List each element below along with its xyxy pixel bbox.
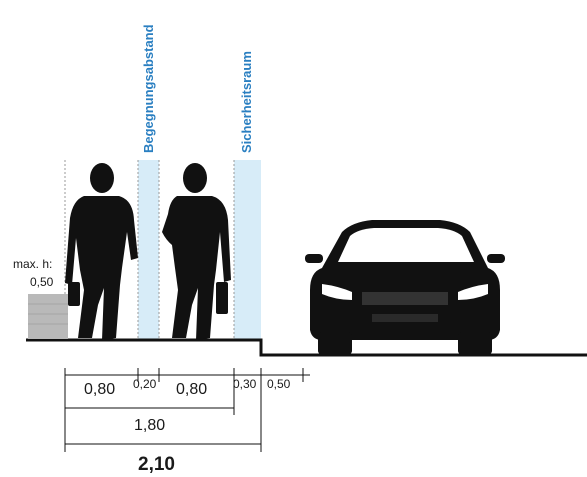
dimension-label-1: 0,80 [84,381,115,398]
obstacle-label: max. h: [13,257,52,271]
safety-zone-label: Sicherheitsraum [239,51,254,153]
dimension-label-3: 0,80 [176,381,207,398]
total-label: 2,10 [138,454,175,475]
encounter-zone [138,160,159,340]
pedestrian-figure-2 [162,163,231,340]
obstacle-texture [28,303,68,325]
dimension-label-4: 0,30 [233,377,257,391]
encounter-zone-label: Begegnungsabstand [141,24,156,153]
safety-zone [234,160,261,340]
pedestrian-figure-1 [65,163,138,340]
ground-profile [26,338,587,357]
car-front-view [305,220,505,354]
dimension-lines [64,368,310,452]
dimension-label-2: 0,20 [133,377,157,391]
obstacle-block [28,294,68,339]
subtotal-label: 1,80 [134,417,165,434]
dimension-label-5: 0,50 [267,377,291,391]
obstacle-height-value: 0,50 [30,275,54,289]
